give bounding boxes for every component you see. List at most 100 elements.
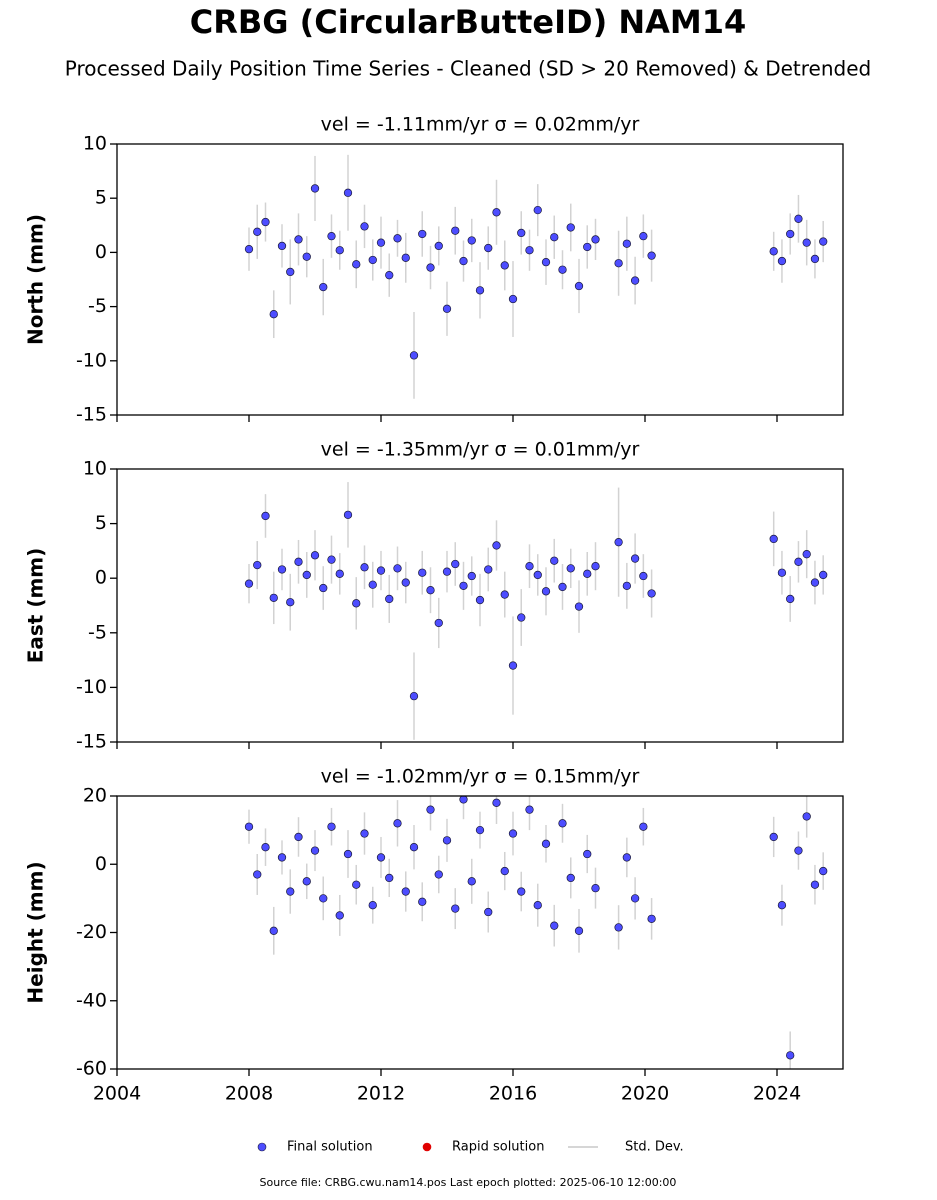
data-point xyxy=(253,227,262,236)
y-tick-label: 10 xyxy=(83,458,107,480)
y-tick-label: -40 xyxy=(76,989,107,1011)
data-point xyxy=(286,267,295,277)
data-point xyxy=(614,259,623,268)
data-point xyxy=(385,594,394,604)
data-point xyxy=(442,567,452,576)
data-point xyxy=(360,222,369,231)
legend-label: Std. Dev. xyxy=(625,1140,684,1155)
data-point xyxy=(352,599,361,608)
data-point xyxy=(286,598,295,607)
data-point xyxy=(343,849,353,859)
y-tick-label: 5 xyxy=(95,187,107,209)
y-tick-label: 20 xyxy=(83,785,107,807)
data-point xyxy=(500,590,509,599)
data-point xyxy=(819,866,828,876)
data-point xyxy=(319,282,328,292)
data-point xyxy=(368,901,377,910)
data-point xyxy=(566,873,575,883)
data-point xyxy=(639,231,648,241)
data-point xyxy=(583,569,592,578)
x-tick-label: 2024 xyxy=(753,1083,801,1105)
data-point xyxy=(327,822,336,831)
data-point xyxy=(302,570,311,580)
data-point xyxy=(418,568,427,577)
data-point xyxy=(794,214,803,223)
y-tick-label: -10 xyxy=(76,676,107,698)
data-point xyxy=(550,921,559,930)
data-point xyxy=(451,904,460,913)
data-point xyxy=(591,562,600,571)
data-point xyxy=(639,571,648,581)
data-point xyxy=(475,825,485,835)
data-point xyxy=(550,556,559,565)
data-point xyxy=(614,923,623,932)
plot-area xyxy=(244,154,828,399)
data-point xyxy=(525,562,534,571)
data-point xyxy=(302,252,311,261)
x-tick-label: 2020 xyxy=(621,1083,669,1105)
data-point xyxy=(647,251,656,260)
data-point xyxy=(401,578,410,587)
data-point xyxy=(319,583,328,593)
data-point xyxy=(525,246,534,255)
data-point xyxy=(810,254,820,264)
data-point xyxy=(426,263,435,272)
data-point xyxy=(401,887,410,896)
y-tick-label: 0 xyxy=(95,241,107,263)
data-point xyxy=(335,911,344,920)
data-point xyxy=(426,586,435,595)
data-point xyxy=(786,594,795,604)
data-point xyxy=(630,894,640,903)
data-point xyxy=(269,310,278,319)
data-point xyxy=(327,555,336,564)
data-point xyxy=(368,580,377,589)
data-point xyxy=(310,846,320,855)
data-point xyxy=(819,570,828,580)
data-point xyxy=(558,819,567,828)
data-point xyxy=(261,843,270,852)
data-point xyxy=(475,595,485,605)
data-point xyxy=(769,534,778,544)
data-point xyxy=(574,926,584,935)
data-point xyxy=(269,926,278,935)
data-point xyxy=(492,798,501,807)
data-point xyxy=(622,581,631,590)
data-point xyxy=(327,231,336,241)
data-point xyxy=(802,550,811,559)
x-tick-label: 2016 xyxy=(489,1083,537,1105)
plot-area xyxy=(244,796,828,1069)
data-point xyxy=(434,241,443,251)
data-point xyxy=(368,255,377,265)
y-tick-label: -20 xyxy=(76,921,107,943)
figure-title: CRBG (CircularButteID) NAM14 xyxy=(190,3,747,41)
data-point xyxy=(622,239,631,248)
plot-area xyxy=(244,482,828,740)
data-point xyxy=(525,805,534,814)
data-point xyxy=(352,880,361,889)
data-point xyxy=(541,258,551,267)
data-point xyxy=(401,253,410,262)
data-point xyxy=(253,870,262,879)
y-tick-label: -5 xyxy=(88,621,107,643)
x-tick-label: 2012 xyxy=(357,1083,405,1105)
data-point xyxy=(261,217,270,227)
data-point xyxy=(630,554,640,563)
data-point xyxy=(541,587,551,596)
figure-subtitle: Processed Daily Position Time Series - C… xyxy=(65,57,871,81)
y-tick-label: -60 xyxy=(76,1058,107,1080)
legend-marker xyxy=(422,1142,432,1152)
y-axis-label: East (mm) xyxy=(24,548,48,664)
data-point xyxy=(541,839,551,848)
data-point xyxy=(786,229,795,239)
data-point xyxy=(451,559,460,569)
y-tick-label: -15 xyxy=(76,404,107,426)
data-point xyxy=(769,247,778,256)
data-point xyxy=(810,880,820,889)
data-point xyxy=(261,511,270,521)
data-point xyxy=(294,235,303,244)
data-point xyxy=(647,589,656,598)
data-point xyxy=(786,1051,795,1060)
data-point xyxy=(451,226,460,235)
